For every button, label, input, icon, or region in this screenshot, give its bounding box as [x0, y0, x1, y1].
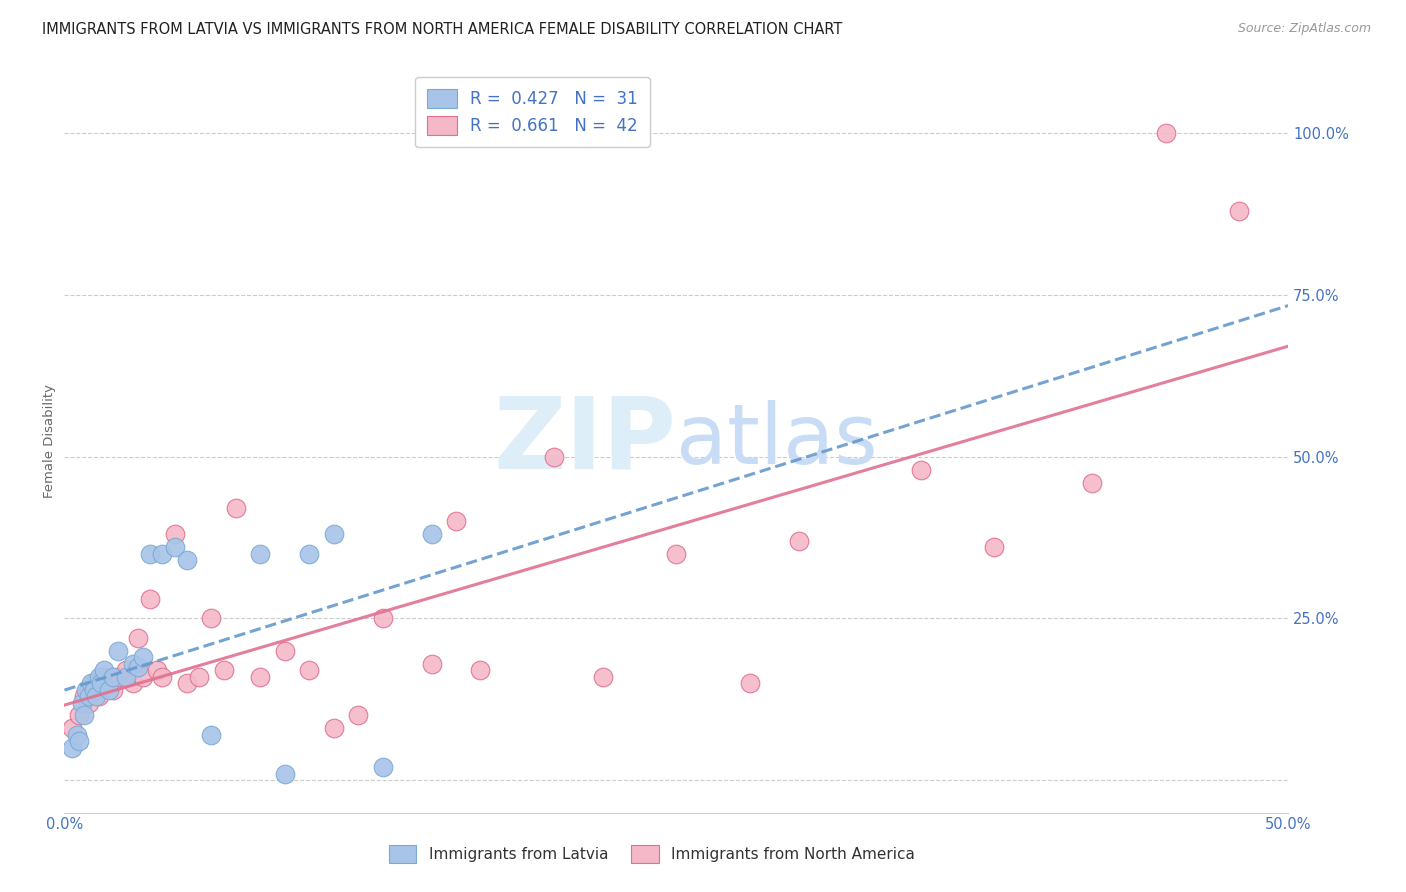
- Point: [249, 670, 271, 684]
- Y-axis label: Female Disability: Female Disability: [44, 384, 56, 498]
- Point: [114, 663, 136, 677]
- Point: [200, 611, 222, 625]
- Point: [225, 501, 247, 516]
- Point: [150, 547, 173, 561]
- Text: ZIP: ZIP: [494, 392, 676, 489]
- Point: [1227, 203, 1250, 218]
- Point: [97, 682, 120, 697]
- Point: [322, 527, 344, 541]
- Text: IMMIGRANTS FROM LATVIA VS IMMIGRANTS FROM NORTH AMERICA FEMALE DISABILITY CORREL: IMMIGRANTS FROM LATVIA VS IMMIGRANTS FRO…: [42, 22, 842, 37]
- Point: [127, 631, 149, 645]
- Point: [298, 663, 321, 677]
- Point: [103, 682, 125, 697]
- Point: [371, 611, 394, 625]
- Point: [107, 670, 129, 684]
- Point: [470, 663, 492, 677]
- Point: [87, 670, 110, 684]
- Text: Source: ZipAtlas.com: Source: ZipAtlas.com: [1237, 22, 1371, 36]
- Point: [139, 592, 162, 607]
- Point: [738, 676, 761, 690]
- Point: [132, 670, 155, 684]
- Point: [543, 450, 565, 464]
- Point: [97, 676, 120, 690]
- Point: [132, 650, 155, 665]
- Point: [444, 515, 467, 529]
- Point: [371, 760, 394, 774]
- Point: [77, 689, 100, 703]
- Point: [298, 547, 321, 561]
- Point: [60, 740, 83, 755]
- Point: [66, 728, 89, 742]
- Point: [1081, 475, 1104, 490]
- Point: [93, 670, 115, 684]
- Point: [787, 533, 810, 548]
- Point: [347, 708, 370, 723]
- Point: [910, 463, 932, 477]
- Point: [107, 644, 129, 658]
- Point: [84, 689, 107, 703]
- Point: [249, 547, 271, 561]
- Point: [139, 547, 162, 561]
- Point: [176, 553, 198, 567]
- Point: [83, 676, 105, 690]
- Point: [188, 670, 211, 684]
- Point: [273, 644, 295, 658]
- Point: [322, 722, 344, 736]
- Point: [200, 728, 222, 742]
- Point: [665, 547, 688, 561]
- Point: [122, 657, 145, 671]
- Point: [87, 689, 110, 703]
- Point: [176, 676, 198, 690]
- Point: [114, 670, 136, 684]
- Point: [592, 670, 614, 684]
- Point: [420, 527, 443, 541]
- Point: [122, 676, 145, 690]
- Point: [273, 766, 295, 780]
- Point: [1154, 126, 1177, 140]
- Point: [150, 670, 173, 684]
- Point: [420, 657, 443, 671]
- Point: [73, 689, 96, 703]
- Point: [163, 541, 186, 555]
- Point: [67, 708, 90, 723]
- Point: [80, 676, 103, 690]
- Point: [83, 682, 105, 697]
- Point: [76, 682, 98, 697]
- Point: [983, 541, 1005, 555]
- Text: atlas: atlas: [676, 400, 877, 481]
- Point: [67, 734, 90, 748]
- Point: [127, 660, 149, 674]
- Legend: R =  0.427   N =  31, R =  0.661   N =  42: R = 0.427 N = 31, R = 0.661 N = 42: [415, 77, 650, 147]
- Point: [60, 722, 83, 736]
- Point: [90, 676, 112, 690]
- Point: [103, 670, 125, 684]
- Point: [163, 527, 186, 541]
- Point: [212, 663, 235, 677]
- Point: [77, 696, 100, 710]
- Point: [73, 708, 96, 723]
- Point: [70, 696, 93, 710]
- Point: [146, 663, 169, 677]
- Point: [93, 663, 115, 677]
